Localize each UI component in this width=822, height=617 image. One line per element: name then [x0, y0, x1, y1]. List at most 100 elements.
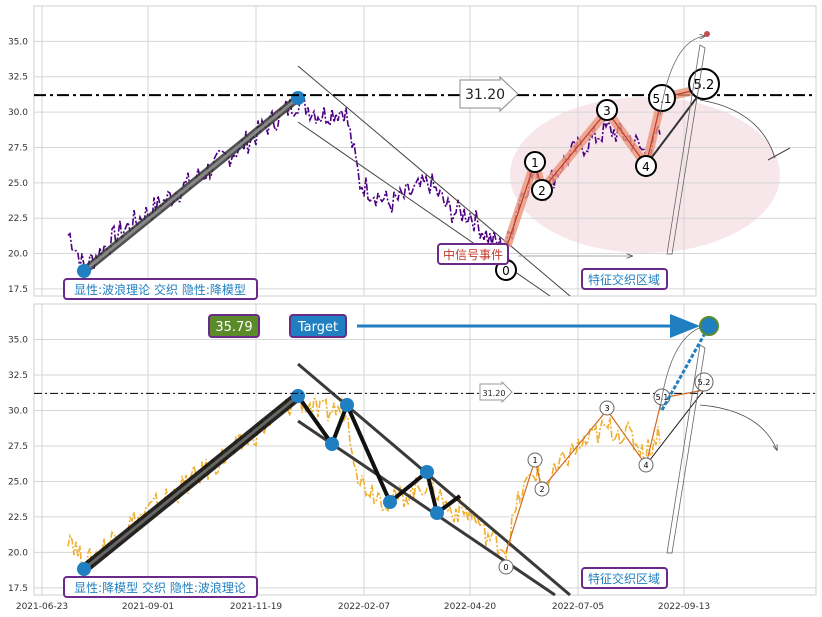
bottom-target-box: Target — [289, 314, 347, 338]
y-tick-label: 20.0 — [8, 250, 28, 260]
x-tick-label: 2021-11-19 — [230, 602, 283, 612]
bottom-wave-0-label: 0 — [503, 563, 508, 572]
bottom-wave-5-2-marker — [694, 372, 714, 392]
top-wave-5-1-marker — [648, 84, 676, 112]
x-tick-label: 2021-09-01 — [122, 602, 174, 612]
y-tick-label: 30.0 — [8, 108, 28, 118]
top-event-box: 中信号事件 — [437, 243, 509, 265]
top-y-axis: 17.5 20.0 22.5 25.0 27.5 30.0 32.5 35.0 — [8, 37, 28, 295]
top-wave-3-marker — [596, 99, 618, 121]
bottom-down-arc — [699, 404, 777, 450]
bottom-zone-box: 特征交织区域 — [581, 567, 668, 589]
top-wave-5-1-label: 5.1 — [652, 92, 671, 106]
top-down-arc — [699, 99, 776, 159]
bottom-y-axis: 17.5 20.0 22.5 25.0 27.5 30.0 32.5 35.0 — [8, 335, 28, 593]
zigzag-point — [420, 465, 434, 479]
bottom-target-path — [660, 325, 711, 411]
top-price-arrow-label: 31.20 — [465, 87, 505, 103]
y-tick-label: 17.5 — [8, 584, 28, 594]
bottom-price-box-label: 35.79 — [215, 320, 252, 335]
bottom-trend-start-point — [77, 562, 91, 576]
top-event-label: 中信号事件 — [443, 247, 503, 262]
y-tick-label: 22.5 — [8, 214, 28, 224]
bottom-price-arrow: 31.20 — [479, 380, 513, 404]
bottom-uptrend-highlight — [83, 394, 299, 571]
y-tick-label: 27.5 — [8, 143, 28, 153]
top-wave-2-marker — [531, 179, 553, 201]
bottom-wave-0-marker — [498, 559, 514, 575]
top-wave-5-2-marker — [688, 68, 720, 100]
bottom-zone-label: 特征交织区域 — [588, 571, 660, 586]
bottom-pattern-label: 显性:降模型 交织 隐性:波浪理论 — [74, 580, 246, 595]
zigzag-point — [291, 389, 305, 403]
y-tick-label: 35.0 — [8, 335, 28, 345]
zigzag-point — [430, 506, 444, 520]
y-tick-label: 25.0 — [8, 477, 28, 487]
top-wave-2-label: 2 — [538, 184, 546, 198]
zigzag-point — [340, 398, 354, 412]
x-tick-label: 2022-04-20 — [444, 602, 497, 612]
top-channel-upper — [297, 65, 571, 297]
top-pattern-box: 显性:波浪理论 交织 隐性:降模型 — [63, 278, 258, 300]
top-wave-labels: 0 1 2 3 4 5.1 5.2 — [495, 68, 720, 281]
top-zone-label: 特征交织区域 — [588, 272, 660, 287]
bottom-wave-4-marker — [638, 457, 654, 473]
bottom-panel: 17.5 20.0 22.5 25.0 27.5 30.0 32.5 35.0 2021-06… — [8, 303, 817, 612]
x-tick-label: 2022-07-05 — [552, 602, 604, 612]
bottom-x-axis: 2021-06-23 2021-09-01 2021-11-19 2022-02-07… — [16, 602, 710, 612]
y-tick-label: 32.5 — [8, 73, 28, 83]
top-down-arc-tick — [767, 147, 791, 161]
top-price-arrow: 31.20 — [459, 75, 519, 113]
bottom-projection-cone — [666, 344, 706, 554]
top-wave-3-label: 3 — [603, 104, 611, 118]
y-tick-label: 32.5 — [8, 371, 28, 381]
top-projection-cone — [666, 44, 706, 255]
x-tick-label: 2021-06-23 — [16, 602, 68, 612]
bottom-wave-2-label: 2 — [539, 485, 544, 494]
zigzag-point — [383, 495, 397, 509]
top-panel: 17.5 20.0 22.5 25.0 27.5 30.0 32.5 35.0 31.20 0… — [8, 5, 817, 300]
bottom-pattern-box: 显性:降模型 交织 隐性:波浪理论 — [63, 576, 258, 598]
top-wave-1-label: 1 — [531, 156, 539, 170]
top-wave-4-marker — [635, 155, 657, 177]
bottom-wave-2-marker — [534, 481, 550, 497]
top-zone-box: 特征交织区域 — [581, 268, 668, 290]
bottom-price-series — [67, 392, 661, 582]
bottom-wave-5-line — [645, 389, 705, 466]
x-tick-label: 2022-02-07 — [338, 602, 390, 612]
y-tick-label: 20.0 — [8, 548, 28, 558]
top-pattern-label: 显性:波浪理论 交织 隐性:降模型 — [74, 282, 246, 297]
top-wave-1-marker — [524, 151, 546, 173]
zigzag-point — [325, 437, 339, 451]
bottom-wave-5-2-label: 5.2 — [698, 378, 711, 387]
top-grid — [34, 6, 816, 296]
top-projection-arc — [659, 36, 705, 116]
y-tick-label: 25.0 — [8, 179, 28, 189]
top-wave-5-line — [645, 87, 705, 166]
bottom-wave-3-label: 3 — [604, 404, 609, 413]
bottom-wave-3-marker — [599, 400, 615, 416]
top-trend-start-point — [77, 264, 91, 278]
top-target-point — [704, 31, 710, 37]
bottom-wave-1-marker — [527, 452, 543, 468]
bottom-zigzag-points — [77, 389, 444, 576]
y-tick-label: 35.0 — [8, 37, 28, 47]
y-tick-label: 22.5 — [8, 513, 28, 523]
bottom-wave-1-label: 1 — [532, 456, 537, 465]
top-wave-4-label: 4 — [642, 160, 650, 174]
bottom-target-point — [699, 316, 719, 336]
y-tick-label: 30.0 — [8, 406, 28, 416]
bottom-grid — [34, 304, 816, 595]
bottom-panel-frame — [33, 303, 817, 596]
top-trend-end-point — [291, 91, 305, 105]
bottom-wave-4-label: 4 — [643, 461, 648, 470]
bottom-price-box: 35.79 — [208, 314, 260, 338]
top-uptrend-highlight — [83, 96, 299, 273]
bottom-price-arrow-label: 31.20 — [483, 389, 506, 398]
x-tick-label: 2022-09-13 — [658, 602, 710, 612]
bottom-target-box-label: Target — [297, 320, 338, 335]
y-tick-label: 17.5 — [8, 285, 28, 295]
y-tick-label: 27.5 — [8, 442, 28, 452]
top-wave-0-label: 0 — [502, 264, 510, 278]
